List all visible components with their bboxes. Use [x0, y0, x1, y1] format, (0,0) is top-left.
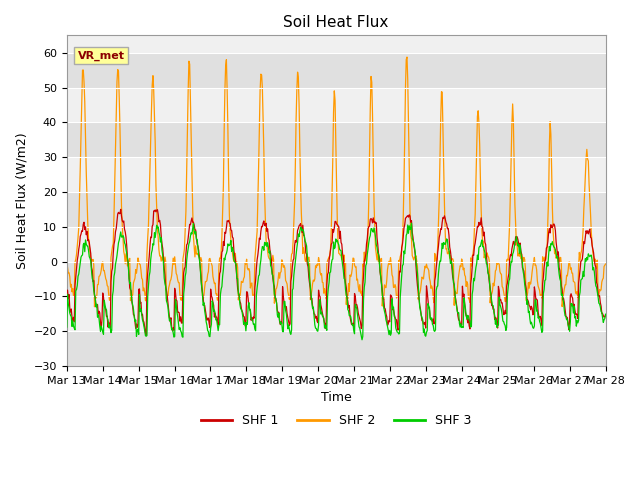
- Bar: [67, 331, 605, 366]
- Title: Soil Heat Flux: Soil Heat Flux: [284, 15, 389, 30]
- Y-axis label: Soil Heat Flux (W/m2): Soil Heat Flux (W/m2): [15, 132, 28, 269]
- X-axis label: Time: Time: [321, 391, 351, 404]
- Bar: [67, 262, 605, 296]
- Text: VR_met: VR_met: [77, 50, 125, 61]
- Legend: SHF 1, SHF 2, SHF 3: SHF 1, SHF 2, SHF 3: [196, 409, 476, 432]
- Bar: [67, 122, 605, 157]
- Bar: [67, 53, 605, 87]
- Bar: [67, 192, 605, 227]
